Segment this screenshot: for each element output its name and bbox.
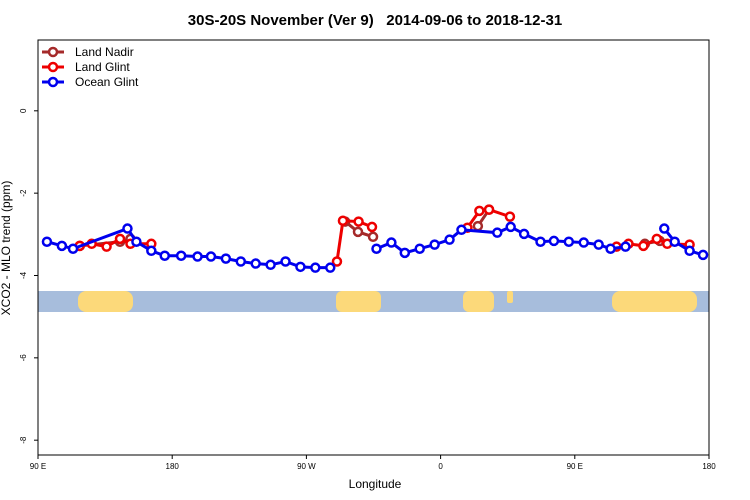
point [518, 228, 530, 240]
point [483, 204, 495, 215]
point [114, 233, 126, 245]
point [131, 236, 142, 247]
point [429, 239, 440, 250]
legend-marker [47, 61, 59, 73]
point [325, 262, 336, 273]
point [337, 215, 349, 226]
point [444, 234, 455, 245]
x-tick-label: 90 E [567, 462, 583, 471]
point [504, 211, 516, 222]
x-tick-label: 90 E [30, 462, 46, 471]
point [548, 235, 560, 247]
point [578, 237, 589, 248]
point [250, 258, 261, 269]
point [159, 250, 170, 261]
point [492, 227, 503, 238]
point [371, 243, 382, 254]
point [67, 243, 79, 254]
chart-title: 30S-20S November (Ver 9) 2014-09-06 to 2… [188, 12, 562, 29]
point [620, 241, 631, 252]
point [280, 256, 291, 267]
point [659, 223, 670, 234]
point [472, 220, 484, 232]
y-tick-label: 0 [19, 108, 28, 113]
x-tick-label: 180 [702, 462, 716, 471]
land-patch [612, 291, 697, 312]
legend-label: Land Nadir [75, 45, 134, 59]
point [310, 262, 321, 273]
point [535, 236, 546, 247]
point [366, 221, 378, 233]
point [175, 250, 187, 261]
point [265, 259, 276, 271]
land-patch [507, 291, 513, 303]
point [651, 233, 663, 245]
point [414, 243, 425, 254]
point [605, 243, 616, 254]
point [122, 223, 133, 234]
point [331, 256, 343, 267]
point [235, 256, 247, 267]
plot-frame [37, 39, 710, 456]
point [593, 239, 604, 250]
point [295, 261, 306, 273]
point [669, 236, 680, 247]
point [352, 226, 364, 238]
point [41, 236, 53, 247]
x-tick-label: 90 W [297, 462, 316, 471]
land-mask [38, 291, 709, 312]
point [697, 249, 709, 261]
point [456, 224, 467, 236]
point [146, 245, 157, 257]
x-tick-label: 180 [166, 462, 180, 471]
legend-label: Ocean Glint [75, 75, 139, 89]
x-axis-label: Longitude [349, 477, 402, 491]
point [684, 245, 695, 257]
y-tick-label: -6 [19, 354, 28, 362]
point [367, 231, 379, 243]
point [56, 240, 68, 252]
point [220, 253, 232, 264]
point [353, 216, 364, 227]
x-tick-label: 0 [438, 462, 443, 471]
land-patch [463, 291, 494, 312]
legend-label: Land Glint [75, 60, 130, 74]
point [101, 241, 112, 252]
y-tick-label: -2 [19, 189, 28, 197]
point [192, 251, 203, 262]
series-line [79, 208, 690, 262]
land-patch [336, 291, 381, 312]
point [205, 251, 217, 262]
y-tick-label: -4 [19, 271, 28, 279]
legend-marker [47, 46, 59, 58]
y-tick-label: -8 [19, 436, 28, 444]
legend-marker [47, 76, 59, 88]
point [563, 236, 575, 247]
land-patch [78, 291, 133, 312]
point [474, 205, 485, 217]
y-axis-label: XCO2 - MLO trend (ppm) [0, 181, 13, 316]
point [638, 240, 649, 252]
point [505, 221, 516, 233]
point [399, 247, 411, 259]
point [386, 237, 397, 248]
